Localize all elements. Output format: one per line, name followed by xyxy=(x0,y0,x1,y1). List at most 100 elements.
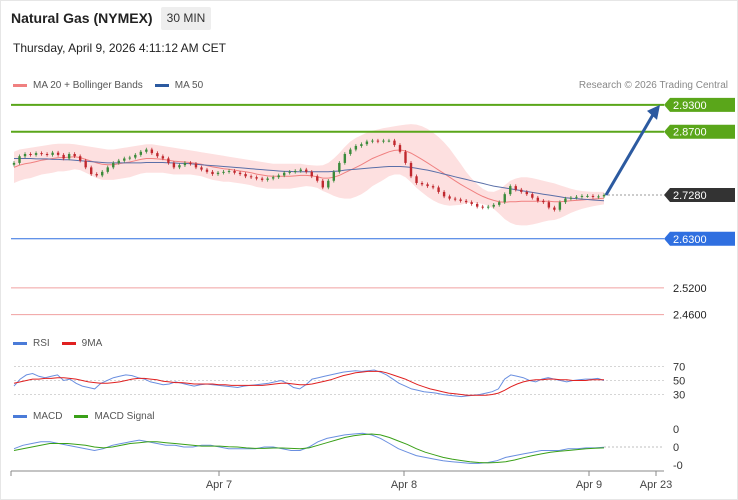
candle-body xyxy=(387,140,391,142)
candle-body xyxy=(150,149,154,154)
candle-body xyxy=(586,195,589,197)
candle-body xyxy=(415,176,418,183)
credit-label: Research © 2026 Trading Central xyxy=(578,80,728,91)
candle-body xyxy=(183,162,187,166)
candle-body xyxy=(393,140,396,146)
time-tick-label: Apr 23 xyxy=(640,479,672,491)
candle-body xyxy=(453,198,457,200)
candle-body xyxy=(294,170,297,172)
candle-body xyxy=(558,202,562,210)
candle-body xyxy=(73,154,76,157)
candle-body xyxy=(321,180,324,188)
candle-body xyxy=(255,177,258,179)
legend-macd-signal-label: MACD Signal xyxy=(94,411,155,422)
candle-body xyxy=(161,156,165,159)
candle-body xyxy=(542,200,545,203)
candle-body xyxy=(382,140,385,142)
candle-body xyxy=(376,140,380,142)
candle-body xyxy=(310,171,313,177)
candle-body xyxy=(481,206,484,208)
macd-tick-label: -0 xyxy=(673,460,683,472)
rsi-ma-swatch xyxy=(61,342,76,345)
projection-arrow-head xyxy=(647,104,660,120)
candle-body xyxy=(282,172,286,176)
candle-body xyxy=(45,154,49,155)
candle-body xyxy=(343,154,347,163)
level-label-2.8700: 2.8700 xyxy=(673,127,707,139)
instrument-title: Natural Gas (NYMEX) xyxy=(11,10,153,26)
ma50-swatch xyxy=(154,84,169,87)
candle-body xyxy=(437,187,440,192)
macd-signal-swatch xyxy=(74,415,89,418)
candle-body xyxy=(503,194,506,203)
candle-body xyxy=(145,149,148,152)
candle-body xyxy=(531,194,534,198)
candle-body xyxy=(525,191,529,195)
candle-body xyxy=(365,141,369,145)
candle-body xyxy=(18,156,21,163)
candle-body xyxy=(475,203,479,207)
candle-body xyxy=(509,186,512,195)
candle-body xyxy=(569,197,573,199)
candle-body xyxy=(332,171,336,181)
level-label-2.6300: 2.6300 xyxy=(673,234,707,246)
rsi-line xyxy=(13,369,605,398)
candle-body xyxy=(244,174,247,177)
candle-body xyxy=(172,162,176,168)
level-tag-2.9300 xyxy=(664,97,735,112)
candle-body xyxy=(101,171,104,176)
candle-body xyxy=(205,169,209,172)
candle-body xyxy=(602,195,606,197)
candle-body xyxy=(431,186,435,188)
candle-body xyxy=(34,153,38,155)
candle-body xyxy=(134,154,137,158)
candle-body xyxy=(200,167,203,170)
candle-body xyxy=(591,195,595,197)
candle-body xyxy=(238,172,242,175)
macd-legend: MACD MACD Signal xyxy=(13,411,154,422)
level-label-2.7280: 2.7280 xyxy=(673,190,707,202)
level-label-2.9300: 2.9300 xyxy=(673,100,707,112)
candle-body xyxy=(536,197,540,201)
candle-body xyxy=(123,158,126,161)
rsi-tick-label: 50 xyxy=(673,376,685,388)
candle-body xyxy=(354,145,358,150)
candle-body xyxy=(89,167,93,175)
candle-body xyxy=(597,196,600,198)
candle-body xyxy=(553,207,556,210)
candle-body xyxy=(222,171,225,173)
candle-body xyxy=(84,160,87,168)
legend-ma50-label: MA 50 xyxy=(174,80,204,91)
time-tick-label: Apr 7 xyxy=(206,479,232,491)
candle-body xyxy=(299,169,302,171)
time-tick-label: Apr 9 xyxy=(576,479,602,491)
candle-body xyxy=(156,153,159,157)
candle-body xyxy=(29,154,32,155)
candle-body xyxy=(498,202,501,205)
candle-body xyxy=(139,151,143,155)
candle-body xyxy=(216,172,220,175)
candle-body xyxy=(398,145,402,152)
rsi-ma-line xyxy=(13,370,604,396)
candle-body xyxy=(288,171,291,173)
candle-body xyxy=(260,178,264,180)
candle-body xyxy=(409,162,413,177)
macd-swatch xyxy=(13,415,27,418)
candle-body xyxy=(167,158,170,163)
ma20-swatch xyxy=(13,84,27,87)
legend-rsi-label: RSI xyxy=(33,338,50,349)
rsi-legend: RSI 9MA xyxy=(13,338,102,349)
level-tag-2.8700 xyxy=(664,124,735,139)
datetime-label: Thursday, April 9, 2026 4:11:12 AM CET xyxy=(13,41,226,55)
candle-body xyxy=(464,200,468,203)
candle-body xyxy=(106,167,109,172)
candle-body xyxy=(178,165,181,168)
candle-body xyxy=(349,149,352,154)
interval-button[interactable]: 30 MIN xyxy=(161,7,211,30)
time-tick-label: Apr 8 xyxy=(391,479,417,491)
macd-tick-label: 0 xyxy=(673,442,679,454)
candle-body xyxy=(327,180,330,188)
candle-body xyxy=(371,140,374,142)
candle-body xyxy=(564,198,567,203)
